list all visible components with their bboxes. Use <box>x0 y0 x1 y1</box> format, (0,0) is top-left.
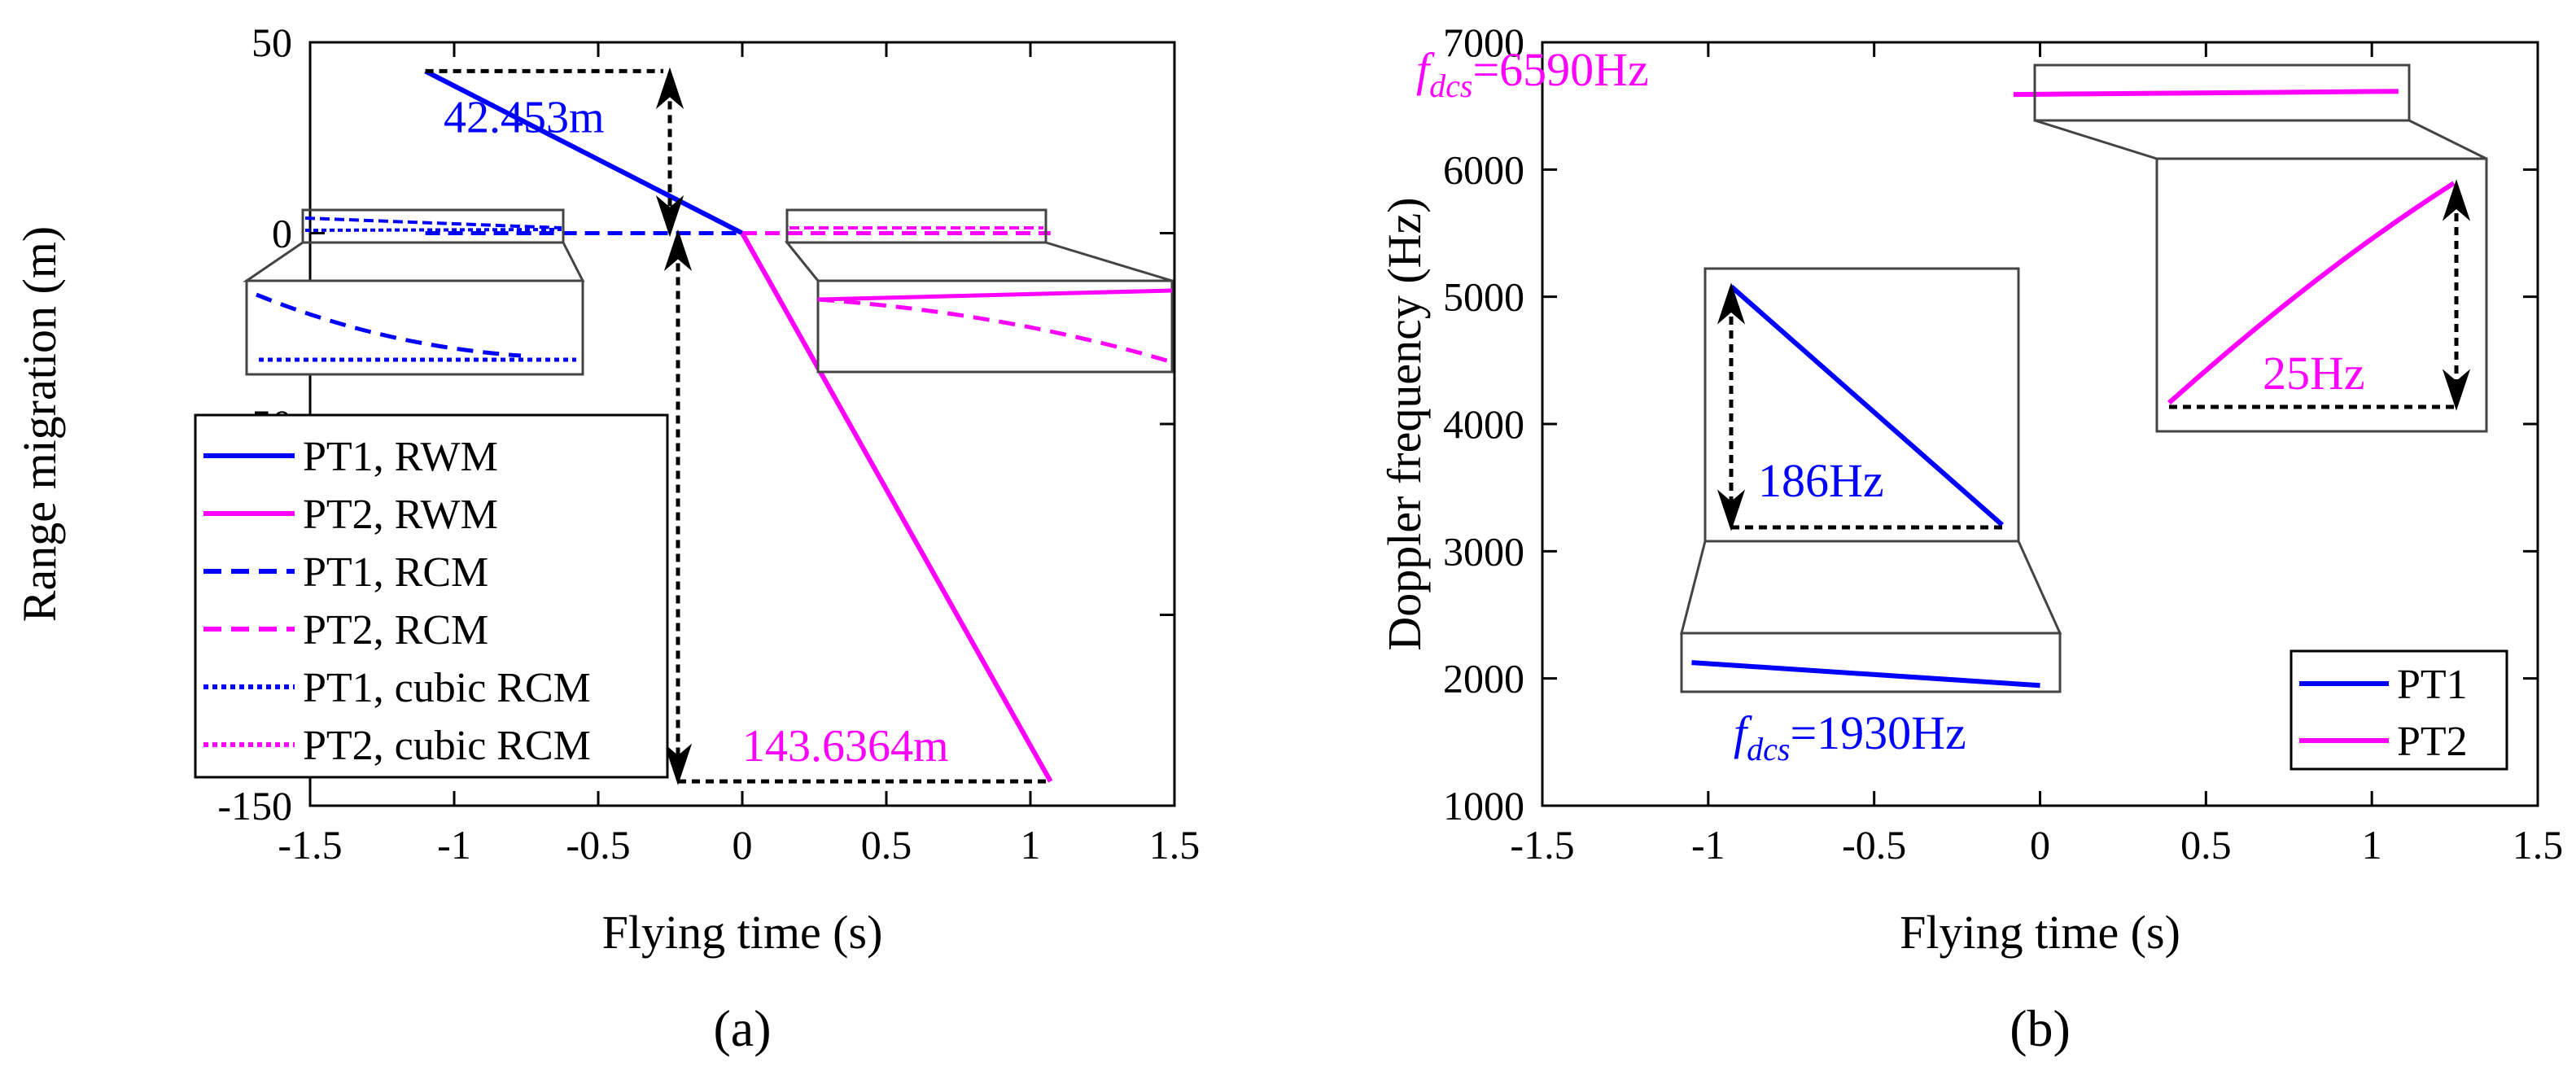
legend-a-label-4: PT2, RCM <box>303 607 488 654</box>
panel-a-x-axis-label: Flying time (s) <box>602 906 883 959</box>
panel-a-xtick-label: 1.5 <box>1149 822 1201 868</box>
panel-b-xtick-label: -0.5 <box>1842 822 1906 868</box>
legend-a-label-3: PT1, RCM <box>303 549 488 596</box>
panel-b-ytick-label: 4000 <box>1443 401 1524 447</box>
inset-a1-rcm-curve <box>256 292 522 358</box>
panel-a-xtick-label: 0.5 <box>861 822 912 868</box>
panel-b-ytick-label: 3000 <box>1443 528 1524 574</box>
panel-b-xtick-label: 1.5 <box>2513 822 2564 868</box>
panel-a-ytick-label: 0 <box>272 211 292 256</box>
legend-a-label-5: PT1, cubic RCM <box>303 665 591 711</box>
annot-143-arrow-head-bottom <box>663 743 693 785</box>
panel-a-xtick-label: -0.5 <box>566 822 630 868</box>
inset-a1-small-trace-1 <box>304 216 562 230</box>
pt2-doppler-line <box>2013 89 2399 98</box>
panel-b-y-axis-label: Doppler frequency (Hz) <box>1378 197 1431 650</box>
pt1-rwm-line <box>424 68 744 236</box>
inset-b2-box <box>2155 157 2488 433</box>
panel-b-ytick-label: 2000 <box>1443 656 1524 702</box>
annot-186-arrow-head-bottom <box>1717 489 1746 531</box>
pt2-rwm-line <box>740 232 1053 783</box>
panel-b-xtick-label: -1 <box>1691 822 1725 868</box>
annot-143-arrow-head-top <box>663 229 693 272</box>
pt1-doppler-line <box>1691 660 2040 688</box>
legend-b-label-2: PT2 <box>2397 719 2468 765</box>
panel-b-xtick-label: -1.5 <box>1510 822 1574 868</box>
legend-a-label-2: PT2, RWM <box>303 492 498 538</box>
inset-a1-small-box <box>301 208 565 244</box>
annot-42-arrow-head-top <box>655 67 684 110</box>
annot-143-label: 143.6364m <box>742 721 949 772</box>
inset-b1-zoom-connector <box>1680 540 2062 635</box>
inset-a1-zoom-connector <box>243 241 585 282</box>
panel-a-ytick-label: 50 <box>251 20 292 65</box>
panel-b-xtick-label: 0.5 <box>2180 822 2232 868</box>
panel-b-x-axis-label: Flying time (s) <box>1900 906 2180 959</box>
inset-b2-zoom-connector <box>2034 119 2487 160</box>
panel-b-legend-box <box>2290 649 2508 771</box>
panel-a-legend-box <box>194 413 669 779</box>
annot-186-label: 186Hz <box>1758 454 1884 507</box>
legend-b-label-1: PT1 <box>2397 662 2468 708</box>
panel-a-xtick-label: 1 <box>1021 822 1041 868</box>
annot-42-label: 42.453m <box>444 92 605 142</box>
legend-a-label-1: PT1, RWM <box>303 434 498 480</box>
panel-b-ytick-label: 6000 <box>1443 146 1524 192</box>
panel-b-ytick-label: 5000 <box>1443 274 1524 320</box>
panel-b-xtick-label: 0 <box>2030 822 2050 868</box>
annot-25-arrow-head-bottom <box>2442 369 2471 411</box>
legend-a-label-6: PT2, cubic RCM <box>303 723 591 769</box>
panel-a-ytick-label: -150 <box>217 783 292 828</box>
panel-b-xtick-label: 1 <box>2362 822 2382 868</box>
annot-25-label: 25Hz <box>2263 347 2365 400</box>
annot-fdcs-pt2-label: fdcs=6590Hz <box>1416 43 1649 104</box>
panel-a-xtick-label: 0 <box>733 822 753 868</box>
panel-a-y-axis-label: Range migration (m) <box>13 226 66 622</box>
panel-a-xtick-label: -1 <box>437 822 471 868</box>
inset-a2-zoom-connector <box>784 241 1173 282</box>
panel-a-xtick-label: -1.5 <box>278 822 342 868</box>
panel-b-panel-label: (b) <box>2010 999 2071 1057</box>
panel-b-ytick-label: 1000 <box>1443 783 1524 828</box>
annot-42-arrow-head-bottom <box>655 195 684 238</box>
annot-25-arrow-head-top <box>2442 179 2471 221</box>
inset-a2-rcm-curve <box>817 297 1173 365</box>
panel-a-panel-label: (a) <box>713 999 771 1057</box>
inset-a2-rwm-line <box>817 288 1173 302</box>
panel-b-ytick-label: 7000 <box>1443 20 1524 65</box>
annot-fdcs-pt1-label: fdcs=1930Hz <box>1734 706 1966 767</box>
inset-b1-pt1-line <box>1730 284 2004 527</box>
inset-b2-pt2-curve <box>2167 181 2456 405</box>
annot-186-arrow-head-top <box>1717 282 1746 325</box>
